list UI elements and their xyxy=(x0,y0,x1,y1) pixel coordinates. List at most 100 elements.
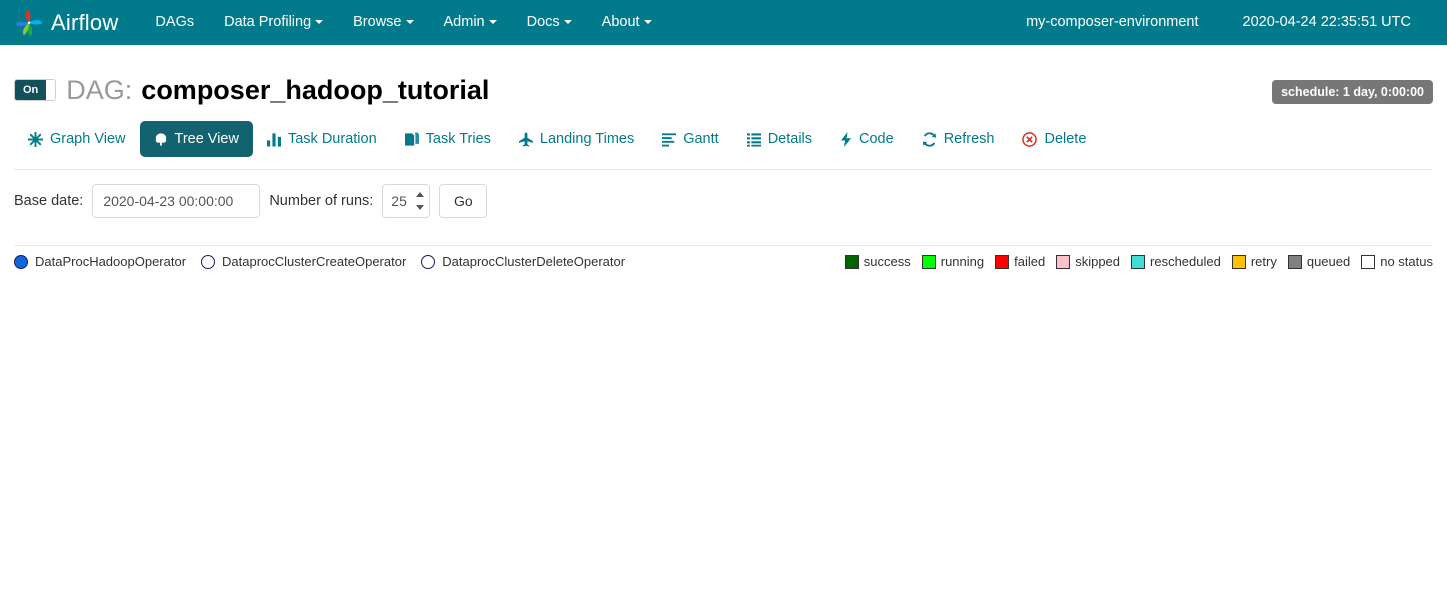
tab-delete[interactable]: Delete xyxy=(1008,121,1100,157)
tab-graph-view[interactable]: Graph View xyxy=(14,121,140,157)
status-legend-item-running[interactable]: running xyxy=(911,254,984,269)
operator-legend-item[interactable]: DataprocClusterDeleteOperator xyxy=(421,254,640,269)
nav-item-label: Admin xyxy=(443,14,485,30)
navbar-right: my-composer-environment 2020-04-24 22:35… xyxy=(1004,0,1433,45)
status-legend: success running failed skipped reschedul… xyxy=(834,254,1433,269)
operator-dot-icon xyxy=(421,254,436,269)
chevron-down-icon xyxy=(643,20,652,25)
nav-item-admin[interactable]: Admin xyxy=(429,0,512,45)
tab-task-duration[interactable]: Task Duration xyxy=(253,121,391,157)
operator-dot-icon xyxy=(14,254,28,269)
brand-link[interactable]: Airflow xyxy=(14,8,118,38)
status-swatch-icon xyxy=(921,254,936,269)
nav-item-label: Data Profiling xyxy=(224,14,312,30)
airflow-logo-icon xyxy=(15,9,43,36)
refresh-icon xyxy=(922,131,937,147)
list-icon xyxy=(746,132,761,147)
operator-legend: DataProcHadoopOperator DataprocClusterCr… xyxy=(14,254,640,269)
dag-toggle-knob xyxy=(46,80,56,100)
nav-item-label: About xyxy=(601,14,640,30)
dag-toggle-state-label: On xyxy=(15,80,47,100)
stepper-arrows-icon[interactable] xyxy=(416,192,425,210)
chevron-down-icon xyxy=(488,20,497,25)
legend-row: DataProcHadoopOperator DataprocClusterCr… xyxy=(14,254,1433,280)
status-legend-item-rescheduled[interactable]: rescheduled xyxy=(1120,254,1221,269)
view-tabs: Graph View Tree View Task Duration Task … xyxy=(14,121,1433,157)
tab-gantt[interactable]: Gantt xyxy=(648,121,732,157)
number-of-runs-label: Number of runs: xyxy=(269,193,374,209)
schedule-badge: schedule: 1 day, 0:00:00 xyxy=(1272,80,1433,104)
nav-item-about[interactable]: About xyxy=(587,0,667,45)
tab-label: Task Duration xyxy=(287,131,377,147)
nav-item-dags[interactable]: DAGs xyxy=(140,0,209,45)
status-swatch-icon xyxy=(1287,254,1302,269)
status-swatch-icon xyxy=(1231,254,1246,269)
status-legend-item-no-status[interactable]: no status xyxy=(1350,254,1433,269)
tab-landing-times[interactable]: Landing Times xyxy=(505,121,648,157)
asterisk-icon xyxy=(28,131,43,147)
nav-item-label: Docs xyxy=(526,14,560,30)
tab-label: Code xyxy=(859,131,894,147)
top-navbar: Airflow DAGs Data Profiling Browse Admin… xyxy=(0,0,1447,45)
nav-menu: DAGs Data Profiling Browse Admin Docs Ab… xyxy=(140,0,666,45)
brand-text: Airflow xyxy=(51,9,119,35)
number-of-runs-stepper[interactable] xyxy=(382,184,431,218)
status-swatch-icon xyxy=(1056,254,1071,269)
files-icon xyxy=(404,132,419,147)
tab-task-tries[interactable]: Task Tries xyxy=(391,121,505,157)
status-legend-label: no status xyxy=(1380,254,1433,269)
page-title-row: On DAG: composer_hadoop_tutorial xyxy=(14,72,1433,108)
nav-item-docs[interactable]: Docs xyxy=(512,0,587,45)
status-legend-label: queued xyxy=(1306,254,1351,269)
controls-divider xyxy=(14,245,1433,246)
status-legend-label: failed xyxy=(1014,254,1046,269)
tab-label: Landing Times xyxy=(539,131,635,147)
chevron-down-icon xyxy=(563,20,572,25)
status-legend-item-failed[interactable]: failed xyxy=(984,254,1045,269)
bolt-icon xyxy=(840,131,852,147)
tab-tree-view[interactable]: Tree View xyxy=(139,121,253,157)
tab-label: Details xyxy=(767,131,813,147)
tab-label: Tree View xyxy=(174,131,239,147)
chevron-down-icon xyxy=(405,20,414,25)
tab-details[interactable]: Details xyxy=(733,121,826,157)
align-left-icon xyxy=(662,132,677,147)
tab-refresh[interactable]: Refresh xyxy=(908,121,1009,157)
delete-circle-icon xyxy=(1022,131,1038,147)
bar-chart-icon xyxy=(266,132,281,147)
operator-legend-item[interactable]: DataprocClusterCreateOperator xyxy=(201,254,421,269)
tab-label: Task Tries xyxy=(425,131,491,147)
tree-svg: Fri 17 Apr 19 Tue 21 [DAG] xyxy=(14,302,1434,532)
base-date-label: Base date: xyxy=(14,193,84,209)
operator-legend-item[interactable]: DataProcHadoopOperator xyxy=(14,254,201,269)
operator-dot-icon xyxy=(201,254,216,269)
status-legend-item-retry[interactable]: retry xyxy=(1221,254,1277,269)
nav-item-label: Browse xyxy=(353,14,402,30)
nav-item-label: DAGs xyxy=(155,14,195,30)
number-of-runs-input[interactable] xyxy=(382,184,431,218)
status-legend-label: skipped xyxy=(1075,254,1121,269)
tab-label: Graph View xyxy=(50,131,126,147)
status-swatch-icon xyxy=(1131,254,1146,269)
nav-item-browse[interactable]: Browse xyxy=(338,0,428,45)
tab-label: Refresh xyxy=(943,131,995,147)
nav-item-data-profiling[interactable]: Data Profiling xyxy=(209,0,338,45)
page-title: composer_hadoop_tutorial xyxy=(141,74,490,105)
operator-legend-label: DataprocClusterDeleteOperator xyxy=(442,254,626,269)
dag-prefix-label: DAG: xyxy=(66,74,133,105)
dag-pause-toggle[interactable]: On xyxy=(14,79,57,101)
status-legend-item-skipped[interactable]: skipped xyxy=(1045,254,1120,269)
base-date-input[interactable] xyxy=(92,184,261,218)
status-swatch-icon xyxy=(995,254,1010,269)
go-button[interactable]: Go xyxy=(439,184,488,218)
utc-clock: 2020-04-24 22:35:51 UTC xyxy=(1242,14,1411,30)
environment-name: my-composer-environment xyxy=(1026,14,1199,30)
status-legend-item-queued[interactable]: queued xyxy=(1277,254,1350,269)
tree-icon xyxy=(154,132,168,147)
operator-legend-label: DataProcHadoopOperator xyxy=(35,254,187,269)
status-legend-item-success[interactable]: success xyxy=(834,254,911,269)
tab-label: Delete xyxy=(1044,131,1087,147)
tree-controls: Base date: Number of runs: Go xyxy=(14,170,1433,233)
status-legend-label: running xyxy=(940,254,985,269)
tab-code[interactable]: Code xyxy=(826,121,908,157)
